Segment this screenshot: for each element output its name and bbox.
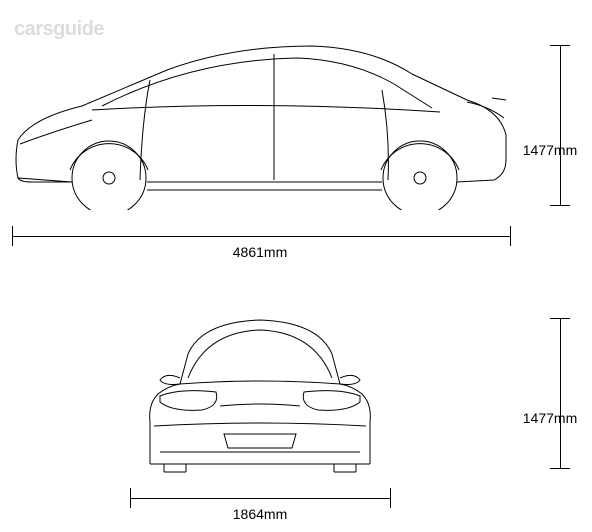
front-width-line bbox=[130, 498, 390, 499]
side-length-line bbox=[12, 236, 510, 237]
side-height-line bbox=[560, 45, 561, 205]
car-front-outline bbox=[130, 314, 390, 474]
front-height-label: 1477mm bbox=[520, 410, 580, 426]
diagram-canvas: carsguide bbox=[0, 0, 592, 532]
watermark-text: carsguide bbox=[14, 18, 104, 41]
front-height-line bbox=[560, 318, 561, 468]
side-length-tick-right bbox=[510, 226, 511, 246]
front-height-tick-bottom bbox=[550, 468, 570, 469]
front-width-label: 1864mm bbox=[210, 506, 310, 522]
side-height-label: 1477mm bbox=[520, 142, 580, 158]
side-height-tick-bottom bbox=[550, 205, 570, 206]
car-side-outline bbox=[12, 40, 510, 210]
side-length-label: 4861mm bbox=[210, 244, 310, 260]
front-width-tick-right bbox=[390, 488, 391, 508]
